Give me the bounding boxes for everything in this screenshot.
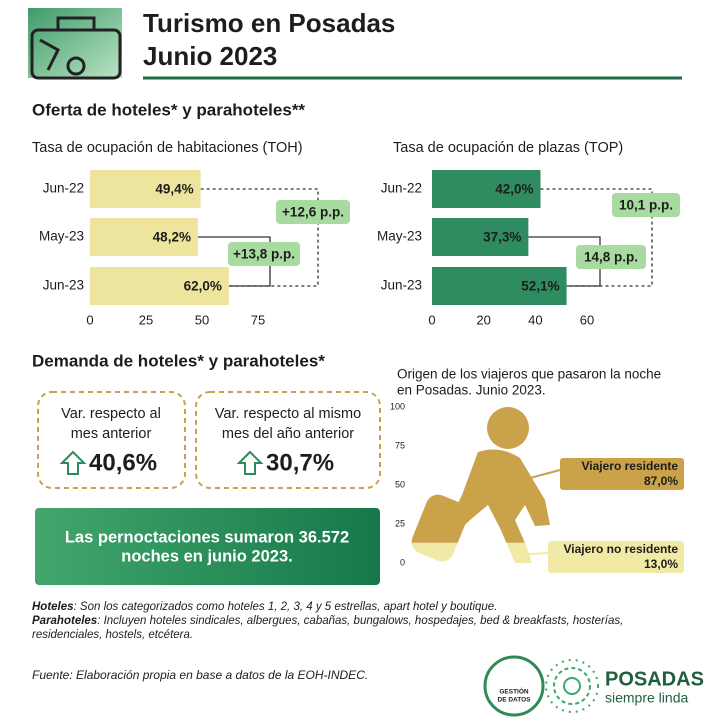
leader-line (514, 552, 549, 556)
value-label: 52,1% (521, 279, 559, 294)
kpi-label: mes anterior (71, 426, 152, 442)
category-label: May-23 (39, 229, 84, 244)
annotation: 10,1 p.p. (619, 198, 673, 213)
flower-logo (545, 659, 599, 713)
kpi-card (37, 391, 186, 489)
x-tick-label: 0 (428, 312, 435, 327)
category-label: Jun-23 (381, 278, 422, 293)
annotation-box (576, 245, 646, 269)
logo (483, 655, 545, 717)
kpi-label: Var. respecto al (61, 406, 161, 422)
annotation-box (276, 200, 350, 224)
kpi-card (195, 391, 381, 489)
kpi-value: 30,7% (266, 449, 334, 476)
annotation: +13,8 p.p. (233, 247, 295, 262)
logo-text: siempre linda (605, 690, 688, 706)
note-text: : Incluyen hoteles sindicales, albergues… (97, 615, 623, 627)
banner-text: noches en junio 2023. (121, 547, 292, 565)
bar (432, 218, 529, 256)
bar (90, 218, 198, 256)
x-tick-label: 75 (251, 312, 265, 327)
category-label: Jun-22 (43, 181, 84, 196)
bar (432, 267, 567, 305)
chart-title: Origen de los viajeros que pasaron la no… (397, 367, 661, 382)
x-tick-label: 20 (476, 312, 490, 327)
logo-text: POSADAS (605, 668, 704, 690)
y-tick-label: 75 (395, 440, 405, 450)
x-tick-label: 60 (580, 312, 594, 327)
section-heading: Demanda de hoteles* y parahoteles* (32, 351, 325, 370)
x-tick-label: 25 (139, 312, 153, 327)
up-arrow (59, 450, 87, 475)
chart-title: Tasa de ocupación de habitaciones (TOH) (32, 140, 303, 156)
note: Parahoteles: Incluyen hoteles sindicales… (32, 615, 623, 627)
logo-text: GESTIÓN (499, 687, 529, 696)
legend-label: Viajero no residente (564, 542, 679, 556)
suitcase-icon (30, 16, 122, 80)
annotation-box (612, 193, 680, 217)
legend-box (548, 541, 684, 573)
source: Fuente: Elaboración propia en base a dat… (32, 668, 368, 682)
kpi-label: Var. respecto al mismo (215, 406, 361, 422)
banner-text: Las pernoctaciones sumaron 36.572 (65, 528, 349, 546)
up-arrow (236, 450, 264, 475)
category-label: Jun-23 (43, 278, 84, 293)
y-tick-label: 0 (400, 557, 405, 567)
value-label: 42,0% (495, 182, 533, 197)
x-tick-label: 0 (86, 312, 93, 327)
banner (35, 508, 380, 585)
note-text: residenciales, hostels, etcétera. (32, 629, 193, 641)
logo-text: DE DATOS (498, 697, 532, 704)
kpi-value: 40,6% (89, 449, 157, 476)
y-tick-label: 100 (390, 401, 405, 411)
value-label: 48,2% (153, 230, 191, 245)
note-term: Hoteles (32, 601, 74, 613)
bar (90, 170, 201, 208)
note-term: Parahoteles (32, 615, 97, 627)
legend-label: Viajero residente (582, 459, 679, 473)
bar (432, 170, 541, 208)
chart-title: en Posadas. Junio 2023. (397, 383, 546, 398)
chart-title: Tasa de ocupación de plazas (TOP) (393, 140, 623, 156)
pictogram (407, 407, 550, 563)
annotation: +12,6 p.p. (282, 205, 344, 220)
category-label: Jun-22 (381, 181, 422, 196)
y-tick-label: 25 (395, 518, 405, 528)
value-label: 49,4% (155, 182, 193, 197)
annotation-box (228, 242, 300, 266)
x-tick-label: 50 (195, 312, 209, 327)
y-tick-label: 50 (395, 479, 405, 489)
note-text: : Son los categorizados como hoteles 1, … (74, 601, 498, 613)
title-line: Turismo en Posadas (143, 8, 395, 38)
x-tick-label: 40 (528, 312, 542, 327)
bar (90, 267, 229, 305)
annotation: 14,8 p.p. (584, 250, 638, 265)
value-label: 62,0% (184, 279, 222, 294)
category-label: May-23 (377, 229, 422, 244)
value-label: 87,0% (644, 474, 678, 488)
connector (200, 188, 319, 287)
value-label: 13,0% (644, 557, 678, 571)
kpi-label: mes del año anterior (222, 426, 354, 442)
value-label: 37,3% (483, 230, 521, 245)
section-heading: Oferta de hoteles* y parahoteles** (32, 100, 305, 119)
connector (540, 188, 653, 287)
title-line: Junio 2023 (143, 41, 277, 71)
leader-line (529, 469, 561, 479)
note: Hoteles: Son los categorizados como hote… (32, 601, 497, 613)
legend-box (560, 458, 684, 490)
